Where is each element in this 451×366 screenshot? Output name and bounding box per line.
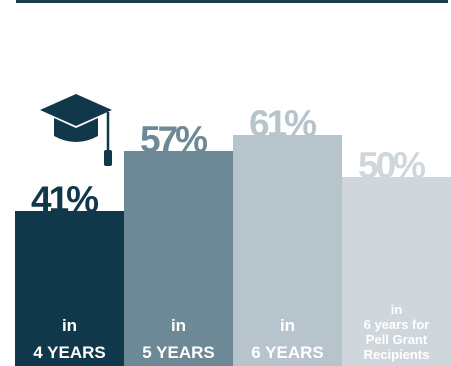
value-label-2: 57% [140, 119, 208, 160]
bar-label-3: in 6 YEARS [233, 316, 342, 363]
bar-label-line: 6 YEARS [251, 342, 324, 362]
bar-label-4: in 6 years for Pell Grant Recipients [342, 302, 451, 363]
bar-1 [15, 211, 124, 366]
value-label-1: 41% [31, 179, 99, 220]
bar-label-line: 5 YEARS [142, 342, 215, 362]
bar-label-line: in [61, 316, 78, 336]
bar-label-1: in 4 YEARS [15, 316, 124, 363]
value-label-3: 61% [249, 103, 317, 144]
bar-label-2: in 5 YEARS [124, 316, 233, 363]
bar-label-line: in [170, 316, 187, 336]
graduation-cap-icon [40, 94, 112, 166]
bar-label-line: Recipients [363, 347, 430, 363]
bar-label-line: Pell Grant [365, 332, 428, 348]
bar-label-line: in [279, 316, 296, 336]
bar-label-line: 6 years for [363, 317, 430, 333]
bar-3 [233, 135, 342, 366]
bar-label-line: 4 YEARS [33, 342, 106, 362]
bar-4 [342, 177, 451, 366]
bar-2 [124, 151, 233, 366]
value-label-4: 50% [358, 145, 426, 186]
bar-label-line: in [390, 302, 403, 318]
top-rule [16, 0, 448, 3]
